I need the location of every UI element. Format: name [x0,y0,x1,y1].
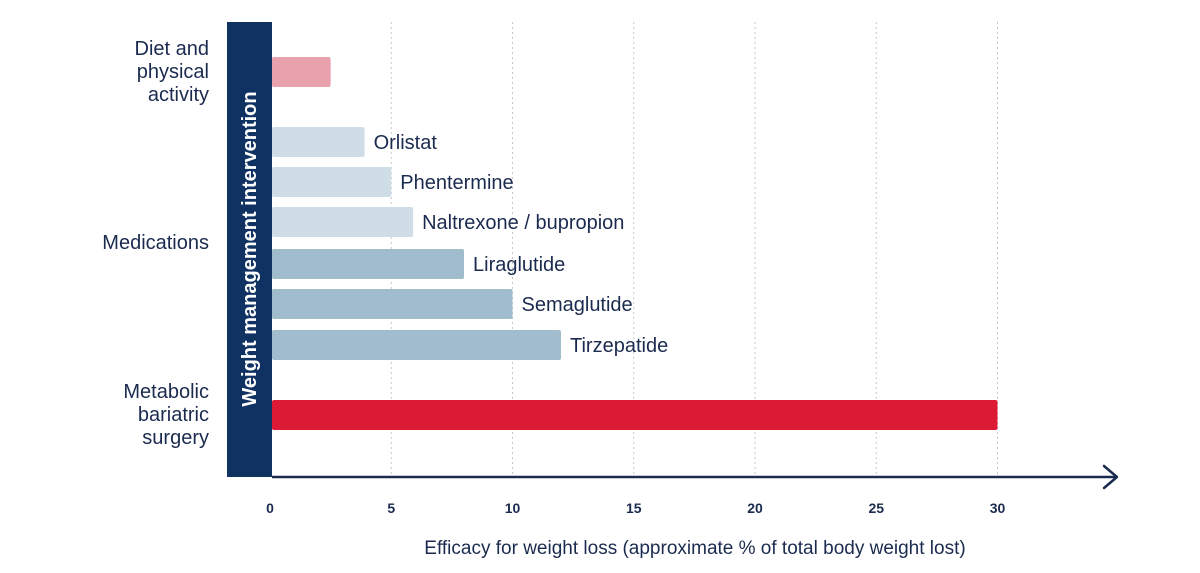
x-tick-label: 0 [266,500,274,516]
group-label: Diet and physical activity [135,38,210,106]
bar [272,127,365,157]
bar [272,400,998,430]
bar [272,167,392,197]
x-tick-label: 20 [747,500,763,516]
group-label-line: bariatric [138,404,209,426]
bar [272,57,331,87]
group-label-line: Diet and [135,38,210,60]
bar [272,249,464,279]
x-tick-label: 10 [505,500,521,516]
bar-label: Semaglutide [522,294,633,316]
bar-label: Tirzepatide [570,335,668,357]
group-label-line: Medications [102,232,209,254]
y-axis-title-band [227,22,272,477]
gridlines [390,22,998,477]
bar [272,330,561,360]
x-tick-label: 15 [626,500,642,516]
group-label-line: physical [137,61,209,83]
group-label-line: Metabolic [123,381,209,403]
bar [272,207,414,237]
x-axis-arrow-icon [1102,464,1119,490]
x-tick-label: 30 [990,500,1006,516]
x-axis-title: Efficacy for weight loss (approximate % … [424,538,965,559]
group-label: Medications [102,232,209,254]
bar-label: Liraglutide [473,254,565,276]
bar-label: Phentermine [400,172,513,194]
bar-label: Orlistat [374,132,438,154]
bar-labels: Orlistat Phentermine Naltrexone / bupropio… [374,132,669,357]
bar-label: Naltrexone / bupropion [422,212,624,234]
group-label-line: surgery [142,427,209,449]
y-axis-title: Weight management intervention [239,91,261,406]
x-tick-label: 25 [868,500,884,516]
bar [272,289,513,319]
x-tick-label: 5 [387,500,395,516]
group-label: Metabolic bariatric surgery [123,381,209,449]
bars [272,57,998,430]
group-labels: Diet and physical activity Medications Metab… [102,38,209,449]
group-label-line: activity [148,84,209,106]
x-tick-labels: 0 5 10 15 20 25 30 [266,500,1005,516]
